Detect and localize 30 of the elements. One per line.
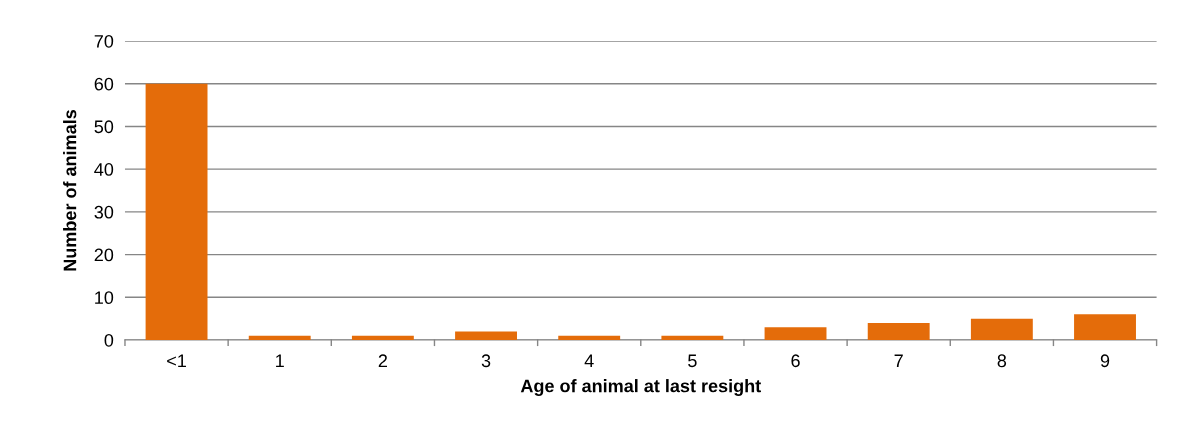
x-tick-label: 4 (584, 354, 594, 367)
x-tick-label: 3 (481, 354, 491, 368)
y-tick-label: 40 (94, 163, 114, 176)
bar (764, 327, 827, 340)
bar (558, 335, 621, 340)
bar (351, 335, 414, 340)
x-tick-label: 1 (276, 354, 284, 367)
bar (661, 335, 724, 340)
bar (455, 331, 517, 340)
x-tick-label: 2 (378, 354, 387, 367)
x-tick-label: 8 (997, 354, 1007, 368)
x-tick-label: 9 (1100, 354, 1110, 368)
bar (970, 318, 1033, 340)
bar (145, 83, 208, 340)
y-tick-label: 10 (95, 291, 114, 305)
x-tick-label: <1 (167, 354, 186, 367)
bar (867, 322, 930, 340)
x-tick-label: 5 (688, 354, 697, 368)
bar (248, 335, 311, 340)
x-axis-title: Age of animal at last resight (520, 379, 761, 396)
y-axis-title: Number of animals (63, 109, 77, 271)
y-tick-label: 70 (94, 34, 114, 48)
y-tick-label: 60 (94, 77, 114, 91)
y-tick-label: 20 (94, 248, 114, 262)
y-tick-label: 50 (94, 120, 114, 134)
x-tick-label: 7 (894, 354, 903, 367)
y-tick-label: 30 (94, 205, 114, 219)
x-tick-label: 6 (791, 354, 800, 368)
y-tick-label: 0 (104, 333, 114, 347)
bar (1074, 314, 1136, 340)
